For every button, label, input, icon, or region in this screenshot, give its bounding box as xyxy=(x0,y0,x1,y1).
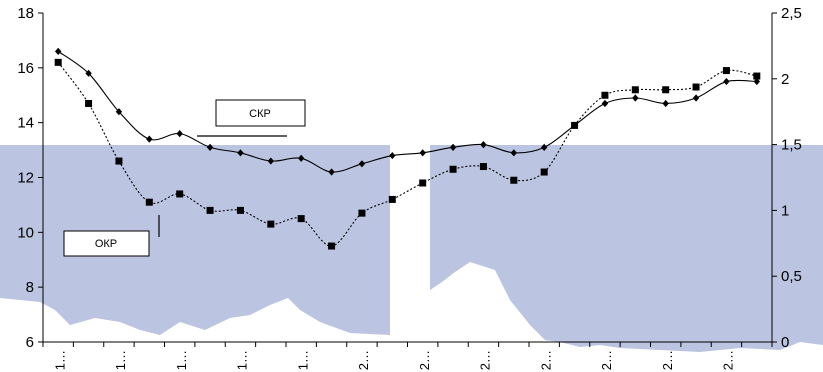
y-right-ticks: 0 0,5 1 1,5 2 2,5 xyxy=(772,5,802,351)
data-point-square xyxy=(297,215,305,223)
y-left-tick-label: 16 xyxy=(17,60,34,77)
data-point-diamond xyxy=(328,168,335,176)
y-left-tick-label: 10 xyxy=(17,224,34,241)
data-point-square xyxy=(388,195,396,203)
data-point-square xyxy=(722,67,730,75)
legend-skr-label: СКР xyxy=(249,108,271,120)
y-left-tick-label: 8 xyxy=(26,279,34,296)
data-point-diamond xyxy=(267,157,275,165)
x-tick-label: 1… xyxy=(52,350,67,370)
x-tick-label: 2… xyxy=(599,350,614,370)
data-point-square xyxy=(419,179,427,187)
data-point-square xyxy=(479,163,487,171)
data-point-square xyxy=(510,176,518,184)
x-tick-label: 2… xyxy=(721,350,736,370)
data-point-square xyxy=(631,86,639,94)
data-point-square xyxy=(236,206,244,214)
data-point-diamond xyxy=(176,130,183,138)
x-tick-label: 2… xyxy=(356,350,371,370)
data-point-diamond xyxy=(54,47,62,55)
data-point-square xyxy=(85,99,93,107)
data-point-square xyxy=(753,72,761,80)
legend-skr-box xyxy=(215,99,306,127)
data-point-square xyxy=(601,91,609,99)
map-region-right xyxy=(430,145,823,352)
data-point-diamond xyxy=(540,143,548,151)
data-point-square xyxy=(328,242,336,250)
data-point-diamond xyxy=(146,135,153,143)
x-tick-label: 2… xyxy=(538,350,553,370)
x-ticks: 1… 1… 1… 1… 1… 2… 2… 2… 2… 2… 2… 2… xyxy=(42,342,773,370)
y-left-tick-label: 12 xyxy=(17,170,34,187)
legend-okr-box xyxy=(63,230,150,257)
x-tick-label: 1… xyxy=(113,350,128,370)
y-right-tick-label: 0,5 xyxy=(781,268,802,285)
background-map xyxy=(0,145,823,352)
data-point-diamond xyxy=(419,149,426,157)
x-tick-label: 1… xyxy=(235,350,250,370)
data-point-square xyxy=(54,58,62,66)
data-point-diamond xyxy=(358,160,366,168)
data-point-diamond xyxy=(206,143,214,151)
y-right-tick-label: 0 xyxy=(781,334,789,351)
data-point-diamond xyxy=(449,143,457,151)
data-point-square xyxy=(571,121,579,129)
data-point-diamond xyxy=(85,69,92,77)
data-point-square xyxy=(267,220,275,228)
legend-skr: СКР xyxy=(197,99,306,137)
data-point-diamond xyxy=(389,151,396,160)
data-point-square xyxy=(692,83,700,91)
x-tick-label: 2… xyxy=(660,350,675,370)
data-point-square xyxy=(662,86,670,94)
data-point-square xyxy=(540,168,548,176)
data-point-diamond xyxy=(297,154,305,162)
x-tick-label: 2… xyxy=(478,350,493,370)
data-point-diamond xyxy=(601,99,609,108)
y-left-tick-label: 14 xyxy=(17,115,34,132)
x-tick-label: 2… xyxy=(417,350,432,370)
legend-okr-label: ОКР xyxy=(95,238,117,250)
y-right-tick-label: 1,5 xyxy=(781,137,802,154)
y-right-tick-label: 2 xyxy=(781,71,789,88)
data-point-diamond xyxy=(753,77,761,86)
y-right-tick-label: 1 xyxy=(781,202,789,219)
data-point-square xyxy=(145,198,153,206)
y-left-ticks: 6 8 10 12 14 16 18 xyxy=(17,5,43,351)
data-point-square xyxy=(206,206,214,214)
data-point-diamond xyxy=(480,141,487,149)
series-layer xyxy=(54,47,761,250)
data-point-square xyxy=(358,209,366,217)
data-point-square xyxy=(176,190,184,198)
data-point-diamond xyxy=(662,99,669,108)
y-left-tick-label: 6 xyxy=(26,334,34,351)
data-point-diamond xyxy=(115,108,123,116)
series-okr xyxy=(54,58,761,250)
data-point-diamond xyxy=(692,94,700,102)
data-point-square xyxy=(449,165,457,173)
y-right-tick-label: 2,5 xyxy=(781,5,802,22)
y-left-tick-label: 18 xyxy=(17,5,34,22)
data-point-square xyxy=(115,157,123,165)
data-point-diamond xyxy=(723,77,730,86)
x-tick-label: 1… xyxy=(174,350,189,370)
data-point-diamond xyxy=(632,94,639,102)
map-region-left xyxy=(0,145,390,335)
legend-okr: ОКР xyxy=(63,215,160,257)
data-point-diamond xyxy=(237,149,244,157)
data-point-diamond xyxy=(510,149,518,157)
x-tick-label: 1… xyxy=(295,350,310,370)
